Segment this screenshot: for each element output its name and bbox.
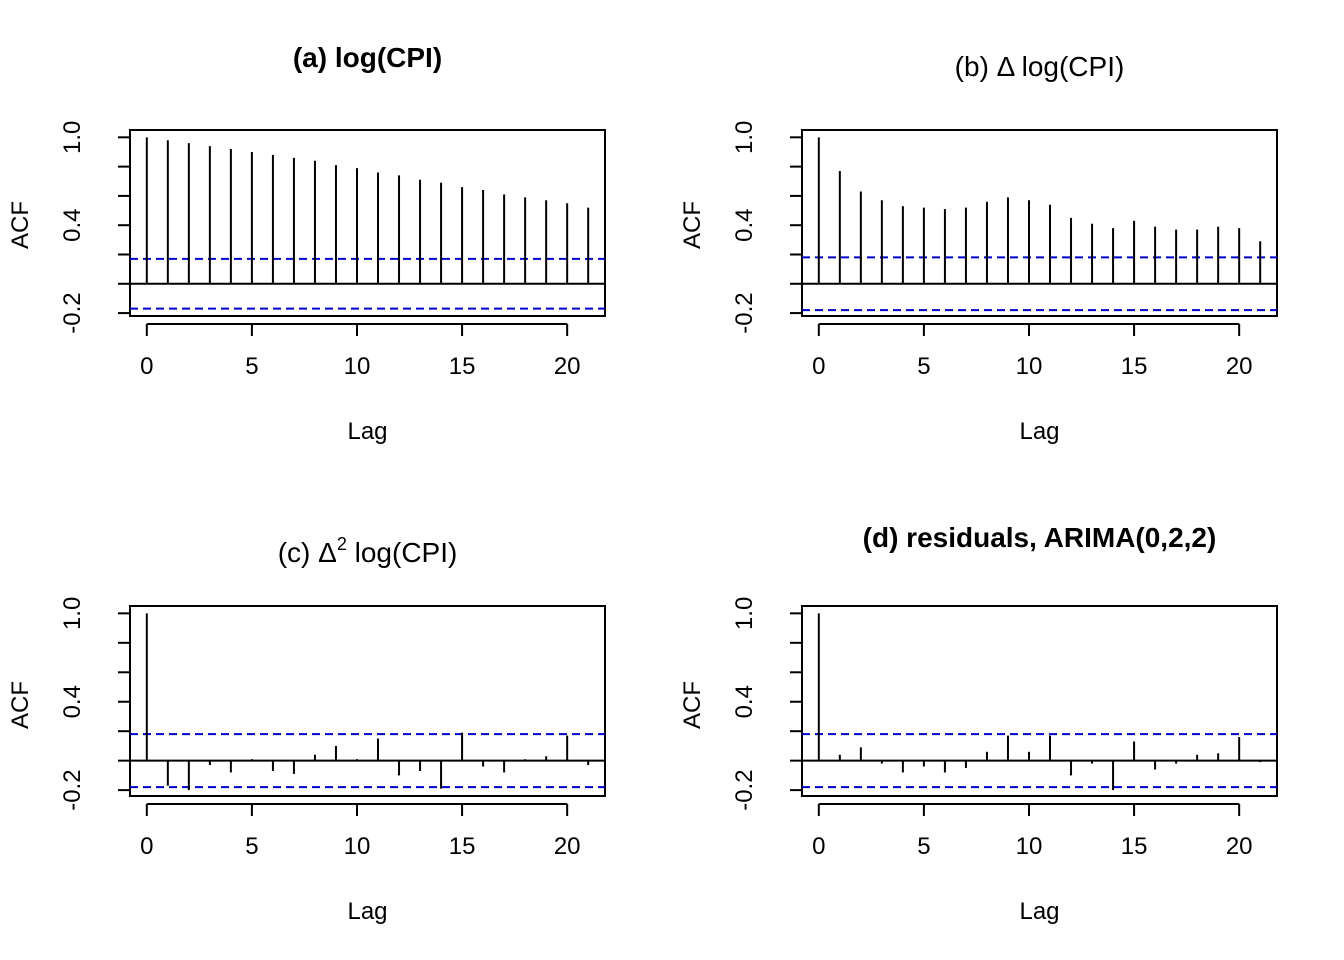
plot-frame xyxy=(129,129,606,317)
x-tick-label: 10 xyxy=(1016,353,1043,380)
y-axis-label: ACF xyxy=(7,201,34,249)
y-tick-label: -0.2 xyxy=(59,292,86,333)
x-tick-label: 0 xyxy=(812,353,825,380)
acf-panel-c: (c) Δ2 log(CPI) -0.2 0.4 1.0 0 5 10 15 20 Lag ACF xyxy=(7,534,606,925)
y-tick-label: 1.0 xyxy=(731,597,758,630)
panel-title: (d) residuals, ARIMA(0,2,2) xyxy=(863,522,1217,553)
x-tick-label: 15 xyxy=(1121,353,1148,380)
y-tick-label: 0.4 xyxy=(59,685,86,718)
panel-title: (a) log(CPI) xyxy=(293,42,442,73)
x-axis-label: Lag xyxy=(347,898,387,925)
y-tick-label: -0.2 xyxy=(731,292,758,333)
x-axis-label: Lag xyxy=(347,418,387,445)
y-axis-label: ACF xyxy=(679,681,706,729)
y-tick-label: 0.4 xyxy=(731,209,758,242)
x-tick-label: 15 xyxy=(449,353,476,380)
y-tick-label: 1.0 xyxy=(731,121,758,154)
panel-title: (b) Δ log(CPI) xyxy=(955,51,1125,82)
x-tick-label: 15 xyxy=(449,833,476,860)
acf-panel-b: (b) Δ log(CPI) -0.2 0.4 1.0 0 5 10 15 20 Lag ACF xyxy=(679,51,1278,445)
x-tick-label: 0 xyxy=(140,353,153,380)
x-axis-label: Lag xyxy=(1019,898,1059,925)
y-tick-label: 0.4 xyxy=(59,209,86,242)
acf-panel-a: (a) log(CPI) -0.2 0.4 1.0 0 5 10 15 20 Lag ACF xyxy=(7,42,606,445)
x-tick-label: 10 xyxy=(344,833,371,860)
y-axis-label: ACF xyxy=(679,201,706,249)
acf-panel-d: (d) residuals, ARIMA(0,2,2) -0.2 0.4 1.0 0 5 1… xyxy=(679,522,1278,925)
x-tick-label: 20 xyxy=(1226,833,1253,860)
plot-frame xyxy=(129,605,606,797)
y-tick-label: 1.0 xyxy=(59,121,86,154)
y-tick-label: 1.0 xyxy=(59,597,86,630)
panel-title: (c) Δ2 log(CPI) xyxy=(278,534,458,568)
x-tick-label: 15 xyxy=(1121,833,1148,860)
x-tick-label: 5 xyxy=(917,833,930,860)
y-tick-label: -0.2 xyxy=(59,769,86,810)
y-tick-label: -0.2 xyxy=(731,769,758,810)
x-tick-label: 20 xyxy=(1226,353,1253,380)
x-tick-label: 20 xyxy=(554,833,581,860)
x-tick-label: 5 xyxy=(917,353,930,380)
plot-frame xyxy=(801,605,1278,797)
x-tick-label: 20 xyxy=(554,353,581,380)
x-tick-label: 0 xyxy=(812,833,825,860)
x-axis-label: Lag xyxy=(1019,418,1059,445)
x-tick-label: 5 xyxy=(245,833,258,860)
x-tick-label: 0 xyxy=(140,833,153,860)
x-tick-label: 10 xyxy=(344,353,371,380)
plot-frame xyxy=(801,129,1278,317)
y-axis-label: ACF xyxy=(7,681,34,729)
x-tick-label: 10 xyxy=(1016,833,1043,860)
acf-panels: (a) log(CPI)-0.20.41.00 5 10 15 20LagACF(b) … xyxy=(7,42,1278,925)
y-tick-label: 0.4 xyxy=(731,685,758,718)
x-tick-label: 5 xyxy=(245,353,258,380)
